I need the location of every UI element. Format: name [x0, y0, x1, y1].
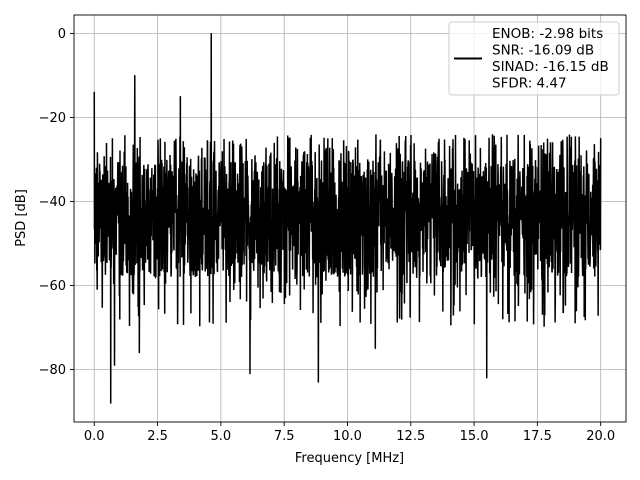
axis-ticks: 0.0 2.5 5.0 7.5 10.0 12.5 15.0 17.5 20.0 0 −20 −40 −… [39, 27, 616, 444]
psd-trace [93, 32, 602, 404]
legend-frame [448, 21, 620, 96]
psd-data-point [134, 74, 136, 77]
y-tick-label: −80 [39, 363, 66, 378]
psd-data-point [317, 381, 319, 383]
x-tick-label: 10.0 [333, 429, 362, 444]
y-tick-label: −40 [39, 195, 66, 210]
x-tick-label: 2.5 [147, 429, 168, 444]
legend-enob: ENOB: -2.98 bits [492, 26, 603, 42]
legend-sfdr: SFDR: 4.47 [492, 76, 567, 92]
x-tick-label: 5.0 [211, 429, 232, 444]
x-tick-label: 15.0 [460, 429, 489, 444]
psd-data-point [249, 373, 251, 375]
plot-frame [73, 14, 627, 423]
psd-series-line [93, 33, 602, 404]
legend: ENOB: -2.98 bits SNR: -16.09 dB SINAD: -… [448, 21, 620, 96]
psd-data-point [113, 364, 116, 366]
psd-data-point [179, 95, 181, 98]
psd-data-point [374, 347, 376, 350]
y-axis-title: PSD [dB] [14, 189, 29, 247]
y-tick-label: −20 [39, 111, 66, 126]
legend-snr: SNR: -16.09 dB [492, 43, 594, 59]
psd-data-point [600, 137, 602, 140]
x-tick-label: 7.5 [274, 429, 295, 444]
psd-data-point [138, 352, 140, 354]
x-tick-label: 12.5 [396, 429, 425, 444]
x-axis-title: Frequency [MHz] [295, 451, 404, 466]
y-tick-label: −60 [39, 279, 66, 294]
psd-data-point [486, 377, 488, 379]
psd-data-point [210, 32, 212, 35]
psd-data-point [110, 402, 112, 404]
x-tick-label: 0.0 [84, 429, 105, 444]
x-tick-label: 20.0 [586, 429, 615, 444]
y-tick-label: 0 [58, 27, 66, 42]
legend-sinad: SINAD: -16.15 dB [492, 59, 609, 75]
x-tick-label: 17.5 [523, 429, 552, 444]
psd-data-point [94, 234, 97, 236]
psd-data-point [93, 91, 95, 93]
